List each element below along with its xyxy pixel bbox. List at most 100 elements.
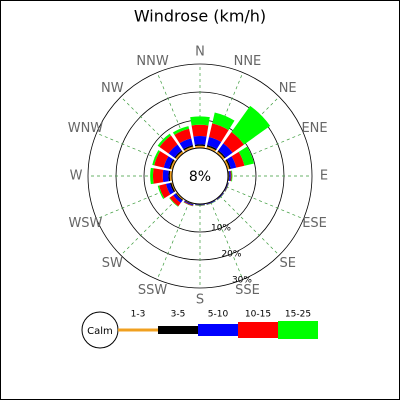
bar-segment <box>193 135 207 145</box>
bar-segment <box>217 193 225 201</box>
bar-segment <box>175 151 184 160</box>
grid-line <box>225 186 304 220</box>
bar-segment <box>194 144 206 147</box>
bar-segment <box>206 145 217 151</box>
legend-swatch <box>158 326 198 334</box>
bar-segment <box>179 138 193 150</box>
bar-segment <box>238 146 255 166</box>
bar-segment <box>170 159 177 170</box>
bar-segment <box>206 200 216 205</box>
bar-segment <box>206 146 217 153</box>
bar-segment <box>169 197 179 207</box>
legend-label: 15-25 <box>285 310 311 320</box>
bar-segment <box>173 193 183 203</box>
bar-segment <box>231 170 233 182</box>
bar-segment <box>216 192 224 200</box>
direction-label: SE <box>279 256 295 271</box>
bar-segment <box>152 168 164 184</box>
bar-segment <box>206 201 216 206</box>
bar-segment <box>207 136 222 150</box>
direction-label: NE <box>279 81 297 96</box>
bar-segment <box>184 200 194 205</box>
direction-label: ESE <box>302 216 327 231</box>
r-tick-label: 20% <box>221 249 241 259</box>
grid-line <box>156 201 190 280</box>
grid-line <box>210 201 244 280</box>
bar-segment <box>231 105 271 145</box>
legend-swatch <box>238 322 278 338</box>
direction-label: NW <box>101 81 124 96</box>
legend-swatch <box>278 321 318 339</box>
legend-label: 5-10 <box>208 310 229 320</box>
bar-segment <box>223 159 230 170</box>
bar-segment <box>225 159 231 170</box>
bar-segment <box>152 150 161 166</box>
direction-label: E <box>320 169 328 184</box>
legend-label: 3-5 <box>171 310 186 320</box>
bar-segment <box>195 204 205 205</box>
bar-segment <box>216 192 224 200</box>
bar-segment <box>183 202 194 207</box>
bar-segment <box>183 146 194 153</box>
bar-segment <box>154 151 169 168</box>
direction-label: SW <box>102 256 123 271</box>
calm-label: 8% <box>189 169 211 185</box>
bar-segment <box>217 150 226 159</box>
bar-segment <box>172 126 190 135</box>
bar-segment <box>183 200 194 206</box>
bar-segment <box>231 151 245 168</box>
direction-label: ENE <box>301 121 327 136</box>
direction-label: WNW <box>68 121 104 136</box>
bar-segment <box>157 185 165 199</box>
bar-segment <box>159 183 171 199</box>
bar-segment <box>218 143 233 158</box>
bar-segment <box>169 195 181 207</box>
direction-label: S <box>196 293 204 308</box>
direction-label: SSW <box>138 283 168 298</box>
calm-circle <box>171 147 229 205</box>
bar-segment <box>228 171 230 181</box>
direction-label: NNE <box>234 54 262 69</box>
direction-label: SSE <box>235 283 260 298</box>
legend-label: 1-3 <box>131 310 146 320</box>
bar-segment <box>163 156 174 169</box>
bar-segment <box>217 193 225 201</box>
bar-segment <box>183 145 194 151</box>
r-tick-label: 10% <box>211 223 231 233</box>
legend-swatch <box>118 328 158 332</box>
direction-label: WSW <box>68 216 102 231</box>
bar-segment <box>216 151 225 160</box>
bar-segment <box>212 112 235 131</box>
legend-swatch <box>198 324 238 336</box>
bar-segment <box>224 182 229 192</box>
direction-label: NNW <box>136 54 168 69</box>
legend-label: 10-15 <box>245 310 271 320</box>
bar-segment <box>229 170 231 182</box>
bar-segment <box>230 170 232 182</box>
legend-label: Calm <box>87 326 113 337</box>
bar-segment <box>209 123 229 143</box>
bar-segment <box>159 135 178 154</box>
bar-segment <box>190 116 210 126</box>
bar-segment <box>195 205 205 206</box>
bar-segment <box>183 201 194 207</box>
bar-segment <box>174 128 192 144</box>
ring <box>87 63 313 289</box>
bar-segment <box>162 169 169 183</box>
bar-segment <box>169 182 176 193</box>
grid-line <box>120 195 181 256</box>
direction-label: W <box>70 169 83 184</box>
bar-segment <box>168 144 182 158</box>
bar-segment <box>169 159 175 170</box>
bar-segment <box>165 182 174 195</box>
direction-label: N <box>195 45 205 60</box>
chart-title: Windrose (km/h) <box>134 7 266 26</box>
bar-segment <box>191 124 209 137</box>
r-tick-label: 30% <box>232 275 252 285</box>
bar-segment <box>175 193 183 201</box>
bar-segment <box>150 167 154 185</box>
bar-segment <box>225 182 230 192</box>
grid-line <box>219 195 280 256</box>
bar-segment <box>224 182 229 192</box>
